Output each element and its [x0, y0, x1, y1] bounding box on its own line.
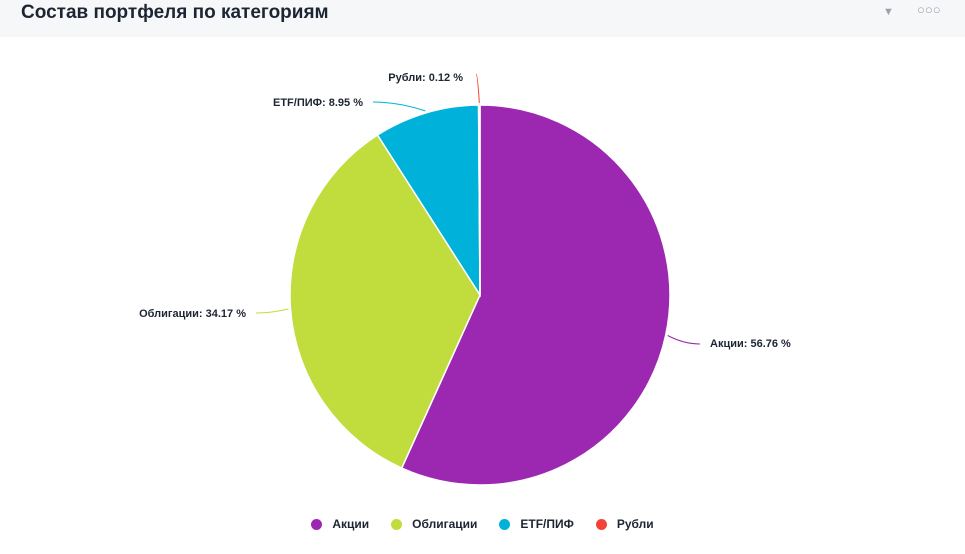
legend-label: Облигации — [412, 517, 478, 531]
leader-line-1 — [255, 308, 289, 314]
legend-item-1[interactable]: Облигации — [391, 517, 477, 531]
legend-item-3[interactable]: Рубли — [595, 517, 654, 531]
slice-label-3: Рубли: 0.12 % — [388, 72, 463, 84]
chart-legend: Акции Облигации ETF/ПИФ Рубли — [0, 514, 965, 534]
legend-marker — [391, 518, 403, 530]
widget-header: Состав портфеля по категориям ▼ ○○○ — [0, 0, 965, 37]
legend-label: ETF/ПИФ — [520, 517, 574, 531]
pie-slice-1[interactable] — [289, 133, 481, 470]
legend-item-0[interactable]: Акции — [311, 517, 369, 531]
label-leader-lines — [255, 73, 701, 345]
leader-line-3 — [475, 73, 480, 104]
pie-slices — [289, 104, 671, 486]
filter-icon[interactable]: ▼ — [883, 6, 894, 18]
legend-marker — [595, 518, 607, 530]
legend-marker — [311, 518, 323, 530]
pie-chart: Акции: 56.76 % Облигации: 34.17 % ETF/ПИФ:… — [139, 72, 791, 486]
slice-labels: Акции: 56.76 % Облигации: 34.17 % ETF/ПИФ:… — [139, 72, 791, 350]
pie-slice-0[interactable] — [400, 104, 671, 486]
slice-label-0: Акции: 56.76 % — [710, 338, 791, 350]
legend-item-2[interactable]: ETF/ПИФ — [499, 517, 574, 531]
slice-label-2: ETF/ПИФ: 8.95 % — [273, 97, 363, 109]
legend-marker — [499, 518, 511, 530]
leader-line-2 — [372, 101, 426, 112]
pie-slice-2[interactable] — [376, 104, 481, 298]
legend-label: Рубли — [616, 517, 654, 531]
legend-label: Акции — [332, 517, 370, 531]
slice-label-1: Облигации: 34.17 % — [139, 308, 246, 320]
pie-slice-3[interactable] — [477, 104, 481, 296]
leader-line-0 — [667, 335, 701, 345]
more-icon[interactable]: ○○○ — [917, 2, 941, 17]
widget-title: Состав портфеля по категориям — [21, 2, 329, 23]
